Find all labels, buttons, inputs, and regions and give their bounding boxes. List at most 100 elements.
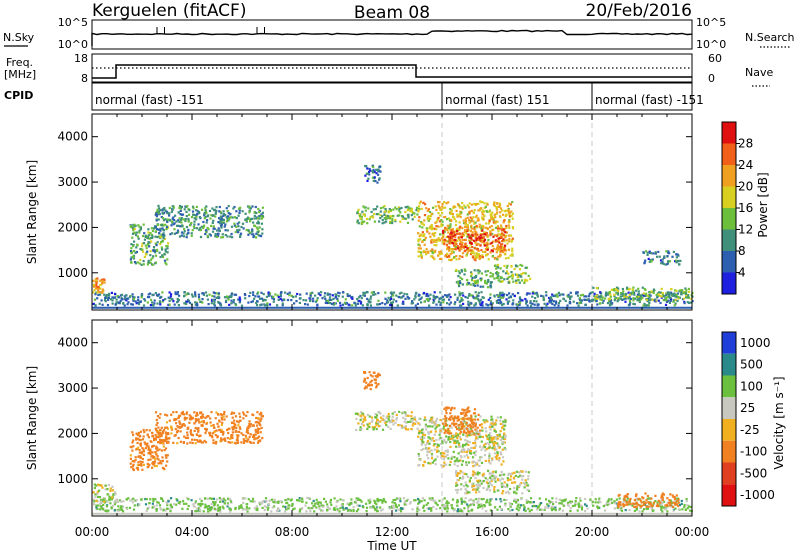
power-cell [499,246,502,249]
power-cell [204,229,208,232]
power-cell [444,226,447,229]
power-cell [518,296,522,299]
power-cell [223,296,227,299]
velocity-cell [508,502,511,505]
power-cell [514,279,518,282]
power-cell [122,301,125,305]
velocity-cell [182,500,185,503]
power-cell [387,211,390,214]
velocity-cell [576,509,579,512]
power-cell [219,215,222,218]
power-cell [360,215,363,218]
velocity-cell [256,429,259,432]
power-cell [244,218,247,221]
velocity-cell [259,419,262,422]
velocity-cell [564,498,567,501]
power-cell [238,228,241,231]
power-cell [162,299,165,302]
power-cell [431,252,434,255]
velocity-cell [114,493,117,496]
power-cell [454,241,457,244]
velocity-cell [191,438,194,441]
velocity-cell [139,443,142,446]
power-cell [373,170,376,173]
velocity-cell [131,431,134,434]
velocity-cell [471,418,475,421]
power-cell [492,221,495,224]
power-cell [367,300,370,303]
velocity-cell [438,438,441,441]
power-cell [148,237,151,240]
power-cell [144,299,147,302]
power-cell [513,267,516,271]
power-cell [142,250,145,253]
power-cell [414,294,417,298]
velocity-cell [187,504,190,508]
power-cell [381,222,384,225]
velocity-cell [651,508,654,511]
velocity-cell [287,507,290,510]
velocity-cell [193,438,196,441]
power-cell [661,291,664,295]
power-cell [450,209,453,212]
velocity-cell [432,505,435,508]
power-cell [449,259,452,262]
velocity-cell [179,422,182,425]
power-cell [204,210,208,213]
velocity-cell [464,434,468,437]
power-cell [428,304,431,307]
velocity-cell [142,435,145,438]
velocity-cell [203,439,206,442]
velocity-cell [202,510,205,513]
power-cell [135,250,138,254]
power-cell [507,209,510,212]
velocity-cell [362,424,365,427]
power-cell [244,293,247,297]
velocity-cell [255,437,258,440]
power-cell [227,212,230,215]
velocity-cell [165,432,168,435]
velocity-cell [95,499,98,502]
velocity-cell [212,441,215,445]
power-cell [141,234,145,238]
power-cell [390,301,393,304]
velocity-cell [161,430,165,433]
power-cell [459,225,462,228]
power-cell [259,304,262,307]
power-cell [379,170,382,173]
power-cell [315,299,319,302]
velocity-cell [170,427,173,430]
power-cell [542,298,545,302]
beam-title: Beam 08 [354,3,430,23]
power-cell [136,243,139,246]
power-cell [376,181,379,184]
power-cell [249,291,252,294]
power-cell [111,296,114,299]
velocity-cell [421,433,425,436]
velocity-cell [221,500,225,503]
power-cell [652,288,655,291]
velocity-cell [101,508,104,511]
velocity-cell [465,461,468,464]
velocity-cell [186,436,190,440]
power-cell [469,249,472,252]
power-cell [452,230,455,233]
velocity-cell [259,424,262,427]
power-cell [125,299,128,302]
power-cell [686,295,689,298]
power-cell [99,279,102,282]
velocity-cell [134,458,137,462]
power-cell [449,236,452,239]
velocity-cell [321,504,324,507]
velocity-cell [156,454,159,458]
velocity-cell [399,510,403,513]
velocity-cell [129,457,132,460]
velocity-cell [234,423,237,426]
power-cell [205,221,208,224]
power-cell [549,301,552,304]
power-cell [540,294,543,297]
velocity-cell [683,503,686,507]
power-cell [443,230,446,233]
power-cell [484,226,487,229]
velocity-cell [213,503,216,506]
